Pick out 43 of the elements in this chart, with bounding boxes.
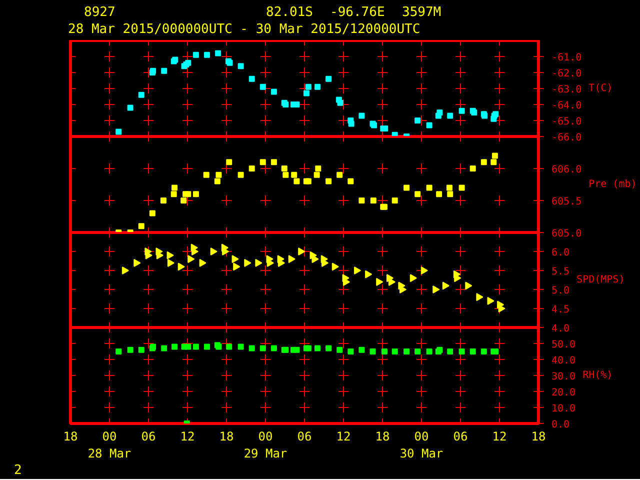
x-tick-label: 18 [531,430,546,444]
x-tick-label: 06 [141,430,156,444]
y-axis-title: Pre (mb) [588,179,637,190]
y-tick-label: 30.0 [552,372,576,382]
text: 3597M [402,5,442,20]
y-tick-label: 40.0 [552,356,576,366]
x-tick-label: 18 [63,430,78,444]
y-tick-label: -65.0 [552,116,582,128]
y-tick-label: 606.0 [552,164,582,176]
chart-subtitle: 28 Mar 2015/000000UTC - 30 Mar 2015/120000UTC [68,22,420,37]
x-tick-label: 06 [297,430,312,444]
x-tick-label: 06 [453,430,468,444]
y-tick-label: -62.0 [552,68,582,80]
x-tick-label: 12 [336,430,351,444]
y-axis-title: RH(%) [582,370,613,381]
y-tick-label: 4.0 [552,324,570,334]
x-tick-label: 18 [219,430,234,444]
x-tick-label: 12 [180,430,195,444]
y-tick-label: -63.0 [552,84,582,96]
x-tick-label: 00 29 Mar [244,430,288,460]
y-tick-label: 5.5 [552,266,570,278]
y-tick-label: -61.0 [552,52,582,64]
y-tick-label: 5.0 [552,286,570,296]
y-tick-label: 605.0 [552,228,582,240]
y-axis-title: SPD(MPS) [576,274,625,286]
y-tick-label: 605.5 [552,196,582,208]
text: 2 [14,463,22,478]
y-tick-label: 6.0 [552,248,570,258]
y-tick-label: 10.0 [552,404,576,414]
y-tick-label: 4.5 [552,304,570,316]
y-tick-label: 20.0 [552,388,576,398]
x-tick-label: 00 28 Mar [88,430,132,460]
x-tick-label: 12 [492,430,507,444]
text: 82.01S [266,5,313,20]
y-tick-label: 50.0 [552,340,576,350]
text: -96.76E [330,5,385,20]
y-tick-label: -66.0 [552,132,582,144]
y-tick-label: -64.0 [552,100,582,112]
y-axis-title: T(C) [588,83,613,94]
chart-title: 8927 [84,5,116,20]
y-tick-label: 0.0 [552,420,570,430]
x-tick-label: 00 30 Mar [400,430,444,460]
x-tick-label: 18 [375,430,390,444]
